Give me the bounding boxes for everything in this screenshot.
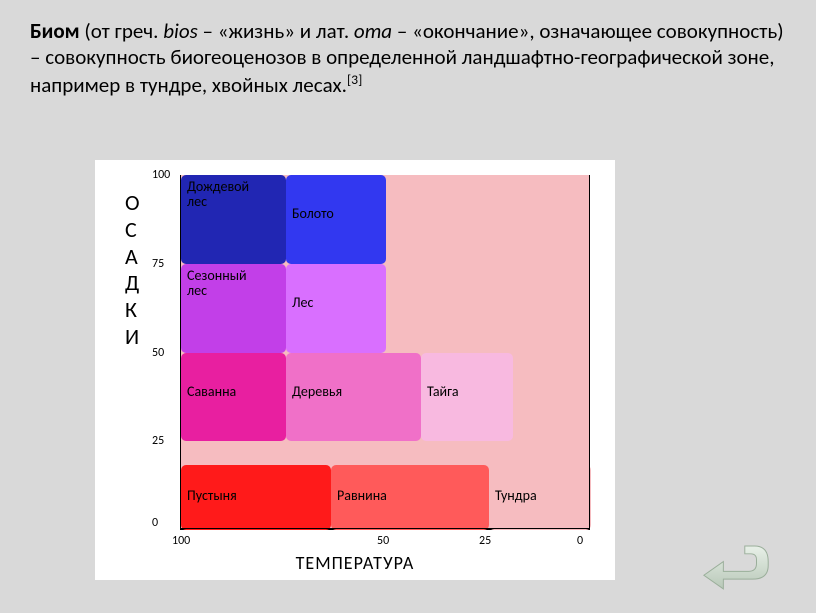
x-axis-label: ТЕМПЕРАТУРА bbox=[95, 552, 615, 574]
y-tick: 50 bbox=[152, 346, 164, 360]
biome-chart: ОСАДКИ ДождевойлесБолотоСезонныйлесЛесСа… bbox=[95, 160, 615, 580]
y-tick: 75 bbox=[152, 257, 164, 271]
biome-taiga: Тайга bbox=[421, 353, 513, 441]
term: Биом bbox=[30, 18, 80, 44]
plot-area: ДождевойлесБолотоСезонныйлесЛесСаваннаДе… bbox=[180, 175, 590, 530]
biome-trees: Деревья bbox=[286, 353, 421, 441]
y-tick: 100 bbox=[152, 168, 170, 182]
biome-plains: Равнина bbox=[331, 465, 489, 530]
definition-text: Биом (от греч. bios – «жизнь» и лат. oma… bbox=[30, 18, 786, 98]
y-tick: 0 bbox=[152, 516, 158, 530]
biome-savanna: Саванна bbox=[181, 353, 286, 441]
x-tick: 25 bbox=[479, 534, 491, 548]
y-tick: 25 bbox=[152, 434, 164, 448]
x-tick: 100 bbox=[172, 534, 190, 548]
biome-container: ДождевойлесБолотоСезонныйлесЛесСаваннаДе… bbox=[181, 175, 590, 529]
x-tick: 50 bbox=[377, 534, 389, 548]
return-arrow-icon bbox=[698, 538, 776, 593]
biome-tundra: Тундра bbox=[489, 465, 591, 530]
y-axis-label: ОСАДКИ bbox=[125, 190, 140, 351]
back-button[interactable] bbox=[698, 538, 776, 593]
biome-desert: Пустыня bbox=[181, 465, 331, 530]
citation-ref: [3] bbox=[347, 71, 362, 88]
x-tick: 0 bbox=[577, 534, 583, 548]
biome-rainforest: Дождевойлес bbox=[181, 175, 286, 264]
biome-swamp: Болото bbox=[286, 175, 386, 264]
biome-seasonforest: Сезонныйлес bbox=[181, 264, 286, 353]
biome-forest: Лес bbox=[286, 264, 386, 353]
